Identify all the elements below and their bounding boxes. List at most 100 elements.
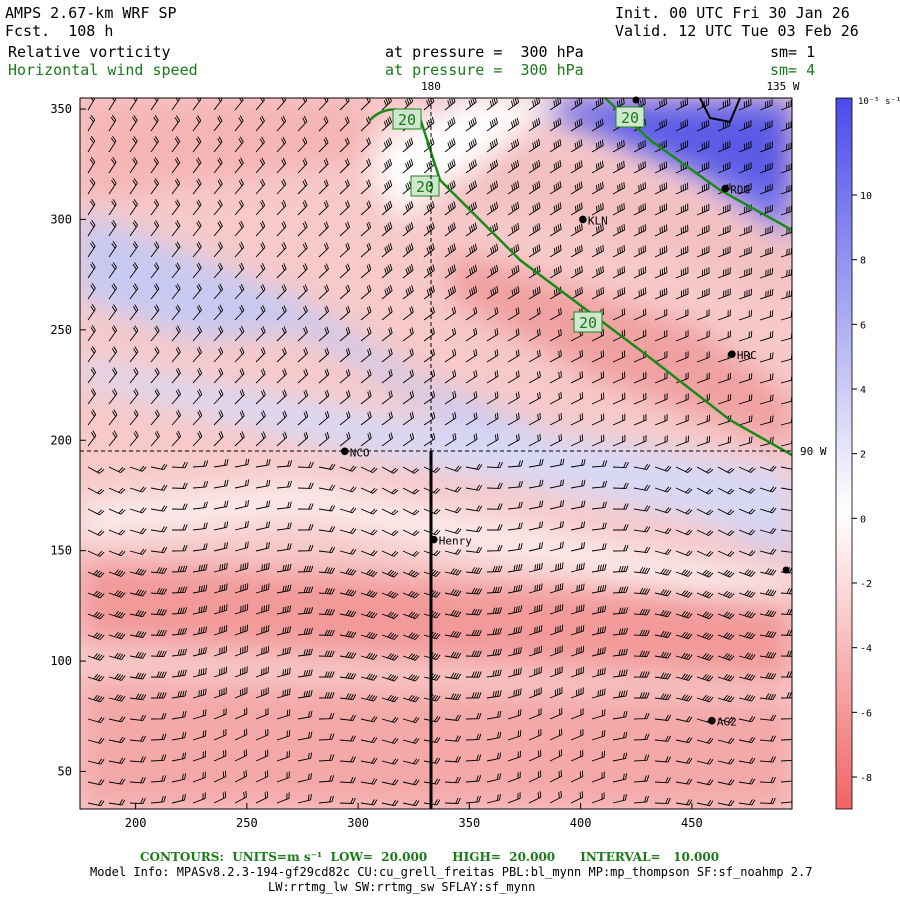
x-axis: 200 250 300 350 400 450 <box>125 803 703 830</box>
wind-barb <box>591 563 607 573</box>
field1-level: at pressure = 300 hPa <box>385 43 584 61</box>
wind-barb <box>150 283 160 300</box>
contour-label-2: 20 <box>410 175 440 197</box>
wind-barb <box>444 672 462 680</box>
wind-barb <box>675 569 693 577</box>
wind-barb <box>234 458 250 468</box>
wind-barb <box>297 389 309 405</box>
wind-barb <box>213 98 223 111</box>
wind-barb <box>108 694 126 702</box>
wind-barb <box>444 390 457 405</box>
wind-barb <box>171 346 181 363</box>
wind-barb <box>507 117 520 132</box>
wind-barb <box>528 433 541 447</box>
wind-barb <box>444 714 462 721</box>
station-marker <box>340 447 349 456</box>
wind-barb <box>738 487 756 494</box>
wind-barb <box>528 604 543 615</box>
wind-barb <box>360 736 378 744</box>
wind-barb <box>339 630 357 638</box>
wind-barb <box>465 775 482 783</box>
wind-barb <box>675 673 693 681</box>
wind-barb <box>360 158 372 174</box>
wind-barb <box>360 673 378 681</box>
wind-barb <box>360 179 372 195</box>
wind-barb <box>696 288 710 300</box>
wind-barb <box>444 138 456 153</box>
wind-barb <box>696 161 710 174</box>
wind-barb <box>528 223 541 237</box>
colorbar-tick-label: -4 <box>860 644 872 655</box>
wind-barb <box>381 694 399 703</box>
wind-barb <box>591 543 607 552</box>
colorbar-ticks: 10 8 6 4 2 0 -2 -4 -6 -8 <box>852 191 872 784</box>
wind-barb <box>633 160 646 174</box>
wind-barb <box>234 115 244 132</box>
wind-barb <box>759 267 774 279</box>
wind-barb <box>675 631 693 640</box>
wind-barb <box>507 646 522 657</box>
wind-barb <box>634 692 650 699</box>
wind-barb <box>381 411 393 426</box>
wind-barb <box>276 792 290 804</box>
wind-barb <box>297 669 313 678</box>
wind-barb <box>570 459 586 468</box>
wind-barb <box>759 225 773 237</box>
wind-barb <box>255 791 269 804</box>
wind-barb <box>276 543 292 552</box>
wind-barb <box>234 749 248 762</box>
wind-barb <box>654 245 668 258</box>
wind-barb <box>780 268 792 279</box>
wind-barb <box>360 529 378 536</box>
wind-barb <box>549 98 562 111</box>
wind-barb <box>402 758 420 765</box>
wind-barb <box>171 731 187 741</box>
wind-barb <box>339 756 357 763</box>
wind-barb <box>108 220 117 237</box>
wind-barb <box>234 410 245 426</box>
x-tick-label: 250 <box>236 816 258 830</box>
wind-barb <box>759 465 777 472</box>
wind-barb <box>87 114 96 132</box>
colorbar-tick-label: 4 <box>860 385 866 396</box>
wind-barb <box>234 98 244 111</box>
wind-barb <box>570 434 584 447</box>
wind-barb <box>465 587 483 595</box>
wind-barb <box>528 117 541 132</box>
wind-barb <box>507 792 521 804</box>
wind-barb <box>297 347 309 363</box>
wind-barb <box>717 590 735 599</box>
station-marker <box>579 215 587 224</box>
wind-barb <box>612 139 625 153</box>
wind-barb <box>759 120 773 132</box>
station-marker <box>429 535 438 544</box>
wind-barb <box>549 500 565 510</box>
wind-barb <box>402 411 415 426</box>
wind-barb <box>486 98 498 111</box>
wind-barb <box>255 604 270 615</box>
wind-barb <box>570 770 584 783</box>
wind-barb <box>234 770 248 783</box>
wind-barb <box>633 795 649 804</box>
wind-barb <box>192 388 203 405</box>
wind-barb <box>759 693 777 701</box>
wind-barb <box>402 348 414 363</box>
wind-barb <box>213 562 228 573</box>
wind-barb <box>213 770 227 783</box>
wind-barb <box>591 265 604 279</box>
wind-barb <box>213 346 224 363</box>
wind-barb <box>129 178 138 195</box>
wind-barb <box>633 182 647 195</box>
wind-barb <box>87 487 105 495</box>
wind-barb <box>486 690 502 699</box>
wind-barb <box>150 484 168 491</box>
wind-barb <box>339 263 351 279</box>
wind-barb <box>339 527 357 535</box>
wind-barb <box>150 546 168 554</box>
wind-barb <box>591 480 608 489</box>
wind-barb <box>717 716 735 724</box>
wind-barb <box>297 524 314 531</box>
wind-barb <box>87 283 96 300</box>
wind-barb <box>192 626 208 636</box>
wind-barb <box>150 795 167 804</box>
